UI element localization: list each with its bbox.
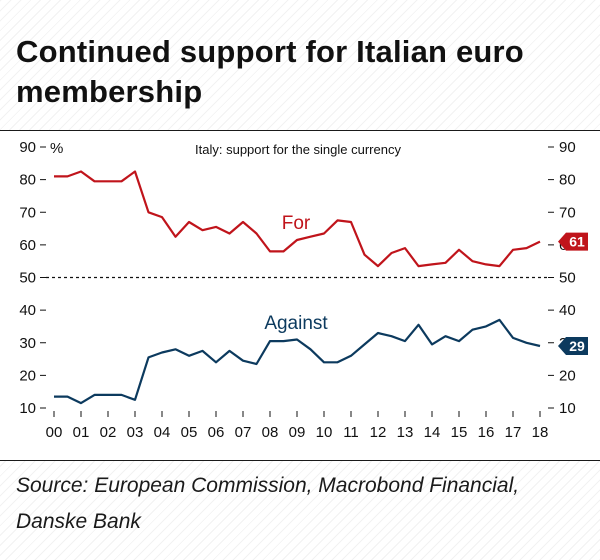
y-tick-label-left: 70 xyxy=(19,204,36,221)
top-divider xyxy=(0,130,600,131)
y-tick-label-right: 20 xyxy=(559,367,576,384)
y-tick-label-right: 50 xyxy=(559,270,576,287)
x-tick-label: 10 xyxy=(316,424,333,441)
y-axis-unit: % xyxy=(50,140,63,157)
x-tick-label: 11 xyxy=(343,424,359,441)
y-tick-label-right: 40 xyxy=(559,302,576,319)
x-tick-label: 13 xyxy=(397,424,414,441)
chart-area: Italy: support for the single currency %… xyxy=(0,131,600,460)
y-tick-label-right: 70 xyxy=(559,204,576,221)
y-tick-label-left: 50 xyxy=(19,270,36,287)
y-tick-label-left: 20 xyxy=(19,367,36,384)
y-tick-label-right: 90 xyxy=(559,139,576,156)
source-note: Source: European Commission, Macrobond F… xyxy=(16,474,520,533)
y-tick-label-right: 10 xyxy=(559,400,576,417)
x-tick-label: 08 xyxy=(262,424,279,441)
x-tick-label: 05 xyxy=(181,424,198,441)
x-tick-label: 17 xyxy=(505,424,522,441)
series-label-for: For xyxy=(282,213,311,234)
x-tick-label: 04 xyxy=(154,424,171,441)
x-tick-label: 06 xyxy=(208,424,225,441)
x-tick-label: 15 xyxy=(451,424,468,441)
series-label-against: Against xyxy=(264,313,328,334)
x-tick-label: 12 xyxy=(370,424,387,441)
y-tick-label-left: 30 xyxy=(19,335,36,352)
x-tick-label: 18 xyxy=(532,424,549,441)
bottom-divider xyxy=(0,460,600,461)
line-chart: Italy: support for the single currency %… xyxy=(19,139,588,441)
chart-heading: Continued support for Italian euro membe… xyxy=(16,34,524,109)
x-tick-label: 09 xyxy=(289,424,306,441)
series-line-against xyxy=(54,318,541,405)
y-tick-label-left: 60 xyxy=(19,237,36,254)
end-value-label-for: 61 xyxy=(569,234,585,250)
chart-title: Italy: support for the single currency xyxy=(195,142,401,157)
y-tick-label-left: 90 xyxy=(19,139,36,156)
y-tick-label-left: 10 xyxy=(19,400,36,417)
y-tick-label-left: 40 xyxy=(19,302,36,319)
y-tick-label-left: 80 xyxy=(19,172,36,189)
end-value-label-against: 29 xyxy=(569,338,585,354)
x-tick-label: 03 xyxy=(127,424,144,441)
x-tick-label: 07 xyxy=(235,424,252,441)
x-tick-label: 16 xyxy=(478,424,495,441)
x-tick-label: 00 xyxy=(46,424,63,441)
end-value-tag-for xyxy=(558,232,588,251)
x-tick-label: 14 xyxy=(424,424,441,441)
series-line-for xyxy=(54,170,541,268)
x-tick-label: 01 xyxy=(73,424,90,441)
end-value-tag-against xyxy=(558,337,588,356)
x-tick-label: 02 xyxy=(100,424,117,441)
y-tick-label-right: 80 xyxy=(559,172,576,189)
